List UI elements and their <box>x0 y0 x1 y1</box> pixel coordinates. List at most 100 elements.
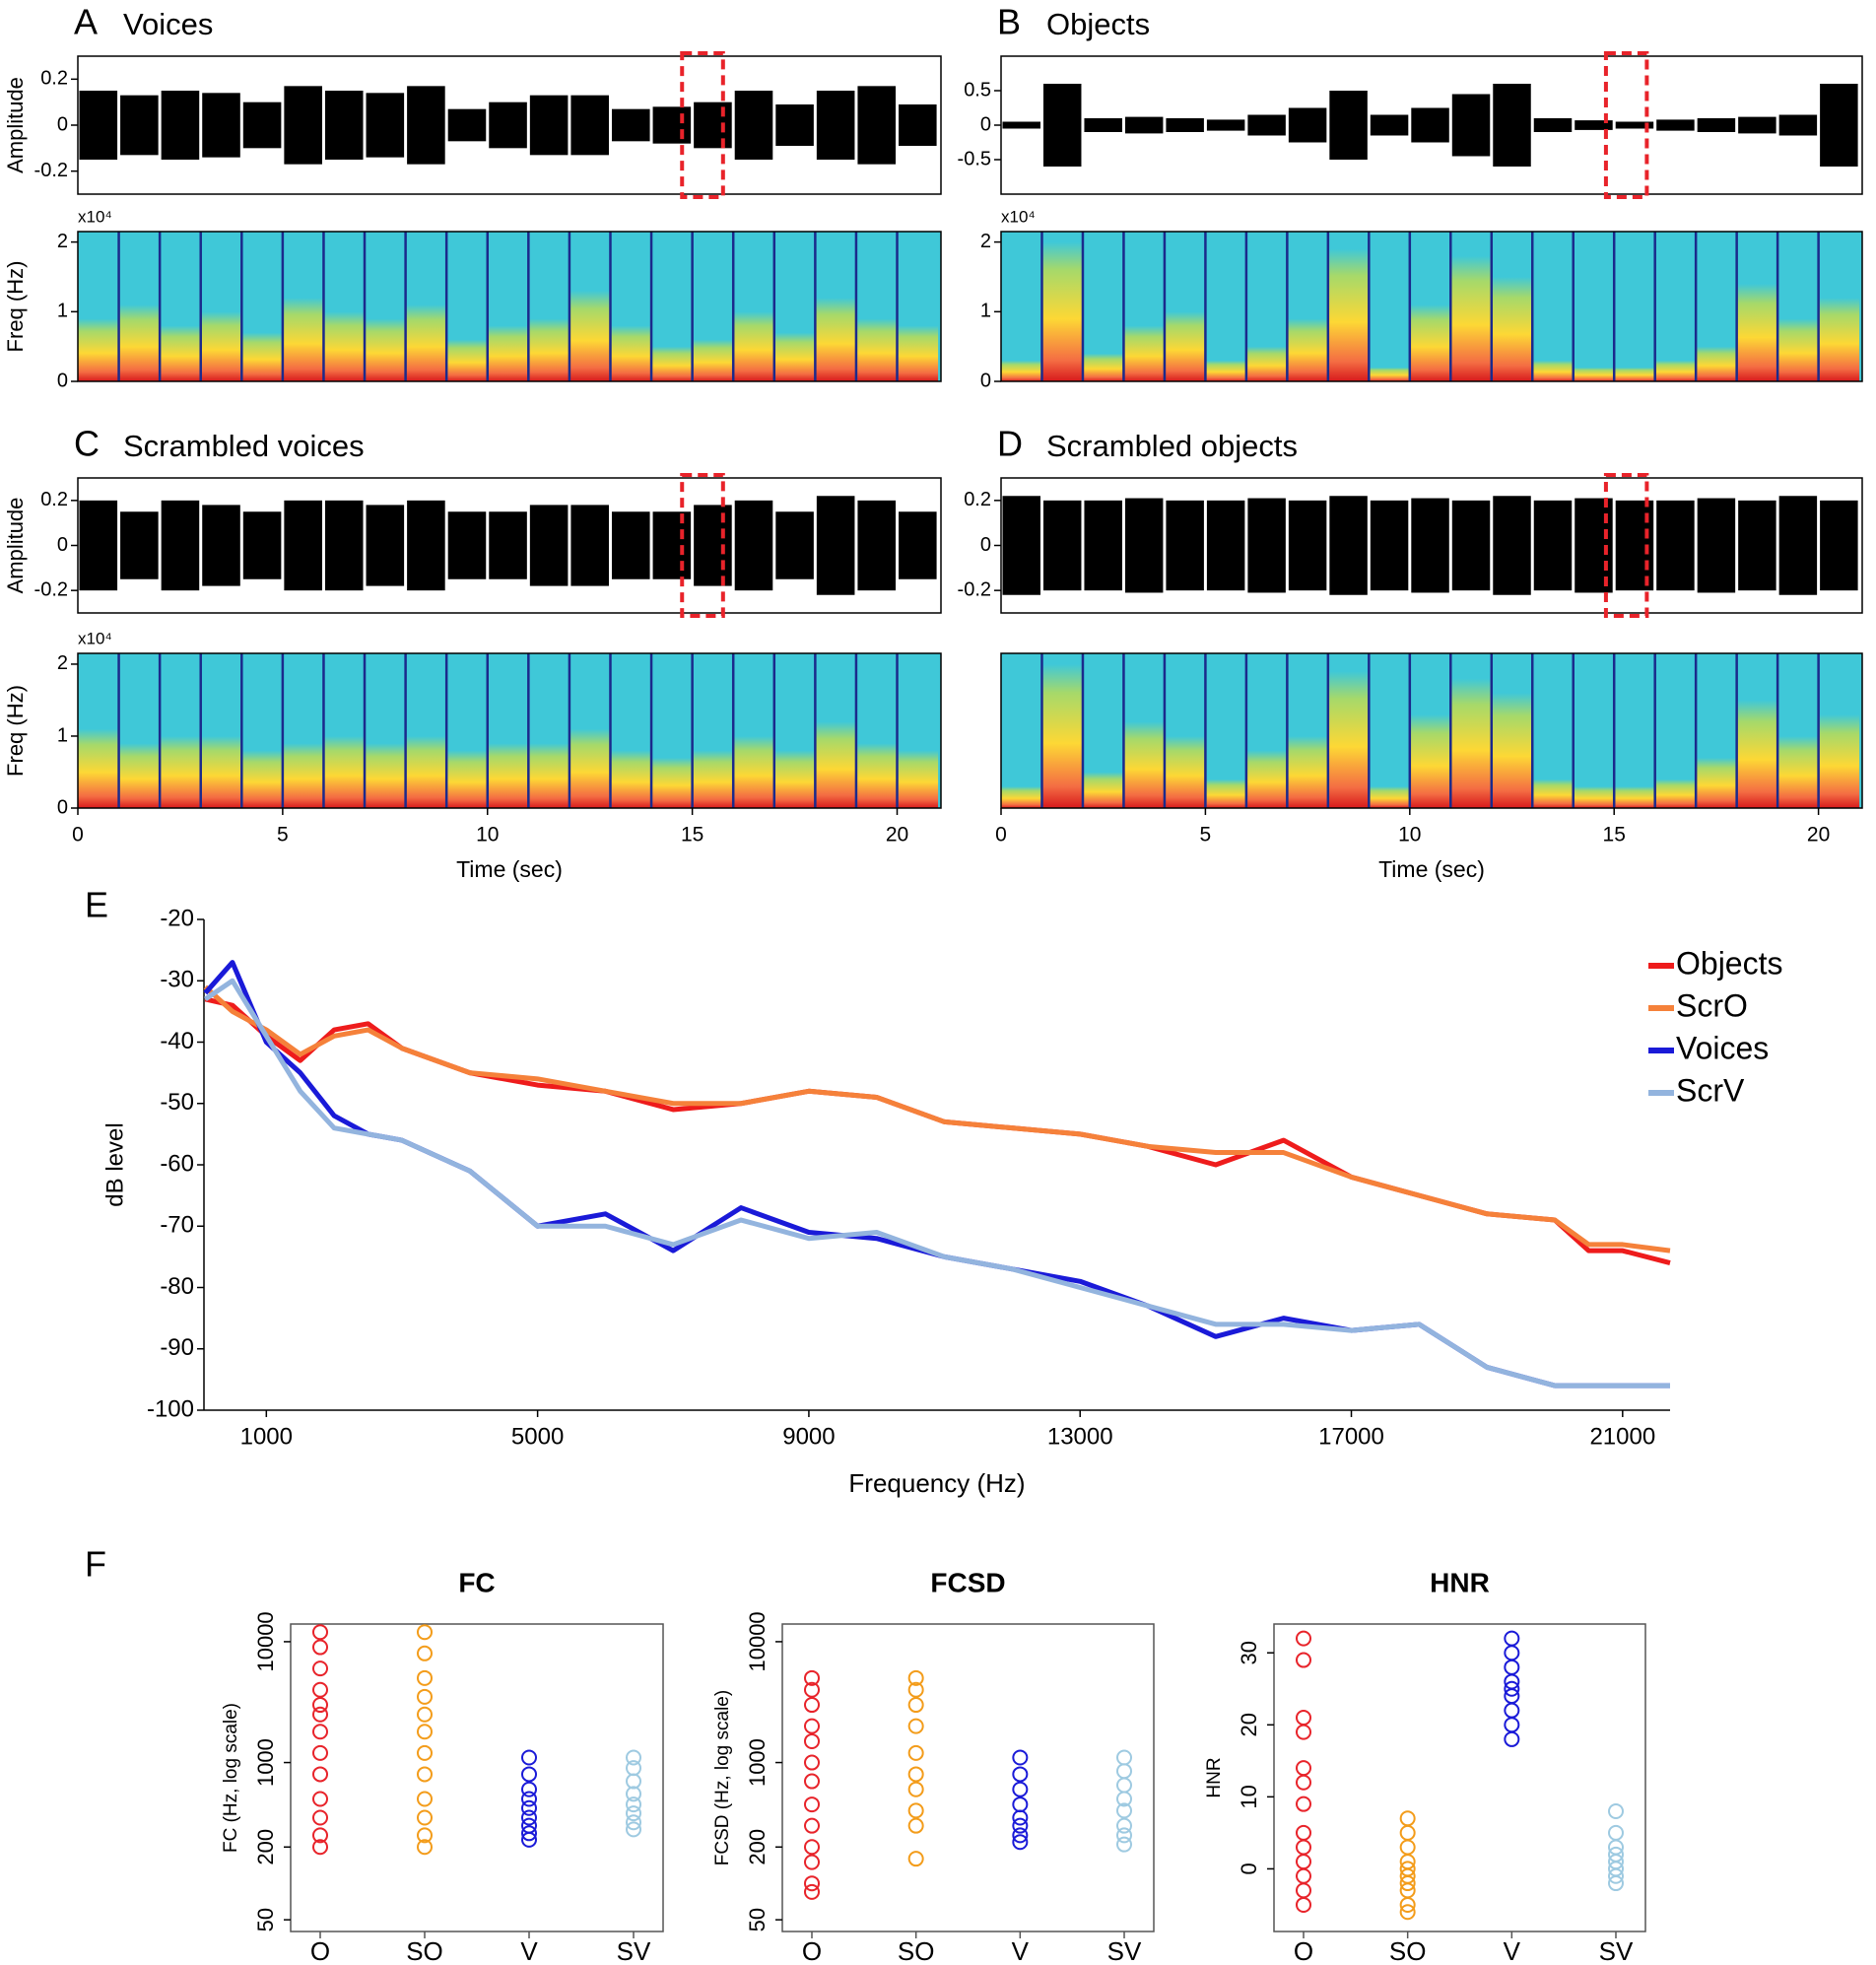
panel-title: Scrambled objects <box>1046 429 1298 463</box>
data-point <box>1296 1882 1311 1899</box>
waveform-segment <box>242 511 282 579</box>
data-point <box>521 1825 537 1842</box>
data-point <box>804 1681 820 1698</box>
data-point <box>417 1809 433 1826</box>
waveform-segment <box>366 505 405 586</box>
waveform-segment <box>284 86 322 165</box>
highlight-box <box>1603 473 1649 618</box>
y-tick-label: -100 <box>147 1395 194 1422</box>
data-point <box>626 1814 641 1831</box>
data-point <box>1399 1875 1416 1892</box>
waveform-segment <box>1288 500 1327 591</box>
waveform-segment <box>79 500 118 591</box>
panel-title: Voices <box>123 7 213 41</box>
data-point <box>907 1681 924 1698</box>
data-point <box>1012 1796 1029 1813</box>
y-tick-label: -80 <box>160 1273 194 1300</box>
data-point <box>804 1754 820 1771</box>
data-point <box>1296 1724 1311 1740</box>
x-axis-label: Time (sec) <box>456 856 563 882</box>
data-point <box>626 1805 641 1822</box>
spectrogram-band <box>1001 786 1042 808</box>
x-tick-label: SV <box>617 1936 651 1965</box>
waveform-segment <box>1084 118 1122 132</box>
spectrogram-band <box>1573 786 1615 808</box>
spectrogram-band <box>1245 346 1288 381</box>
highlight-box <box>680 473 725 618</box>
data-point <box>1116 1802 1132 1819</box>
waveform-segment <box>1697 498 1736 593</box>
data-point <box>521 1766 537 1783</box>
spectrogram-band <box>1818 714 1860 808</box>
y-tick-label: 1 <box>57 301 68 322</box>
spectrogram-band <box>569 728 611 808</box>
data-point <box>417 1839 433 1856</box>
spectrogram-band <box>446 339 488 381</box>
waveform-segment <box>775 104 814 146</box>
waveform-segment <box>1778 114 1818 136</box>
y-axis-label: FCSD (Hz, log scale) <box>712 1690 733 1865</box>
x-tick-label: 20 <box>1807 824 1830 847</box>
y-tick-label: 2 <box>57 652 68 674</box>
data-point <box>804 1875 820 1892</box>
data-point <box>1608 1867 1624 1884</box>
x-tick-label: 17000 <box>1318 1423 1384 1450</box>
data-point <box>1608 1875 1624 1892</box>
spectrogram-band <box>405 305 447 381</box>
y-axis-label: FC (Hz, log scale) <box>221 1703 241 1853</box>
legend-label: Voices <box>1676 1030 1769 1065</box>
y-tick-label: 2 <box>57 231 68 252</box>
data-point <box>907 1744 924 1761</box>
spectrogram-band <box>365 318 406 381</box>
y-tick-label: 0 <box>57 113 68 135</box>
data-point <box>1504 1659 1520 1675</box>
data-point <box>521 1799 537 1816</box>
series-line <box>204 996 1671 1266</box>
spectrogram-band <box>487 325 529 381</box>
data-point <box>1399 1824 1416 1841</box>
spectrogram-band <box>897 750 939 808</box>
waveform-segment <box>1411 498 1449 593</box>
data-point <box>907 1851 924 1867</box>
spectrogram-band <box>733 735 774 808</box>
data-point <box>1399 1896 1416 1913</box>
y-tick-label: 0.5 <box>964 79 991 101</box>
legend-label: ScrO <box>1676 987 1748 1023</box>
y-tick-label: -0.5 <box>958 148 991 169</box>
spectrogram-band <box>1245 750 1288 808</box>
y-tick-label: 0.2 <box>964 489 991 510</box>
waveform-segment <box>1124 498 1164 593</box>
waveform-segment <box>1615 121 1654 129</box>
spectrogram-band <box>1205 360 1246 381</box>
data-point <box>804 1796 820 1813</box>
y-tick-label: 2 <box>980 231 991 252</box>
data-point <box>521 1791 537 1807</box>
data-point <box>521 1781 537 1797</box>
waveform-segment <box>1574 120 1613 130</box>
data-point <box>1296 1709 1311 1726</box>
data-point <box>907 1718 924 1734</box>
x-tick-label: V <box>1504 1936 1521 1965</box>
data-point <box>521 1749 537 1766</box>
data-point <box>1296 1824 1311 1841</box>
data-point <box>907 1669 924 1686</box>
waveform-segment <box>1247 498 1286 593</box>
spectrogram-band <box>160 325 201 381</box>
waveform-segment <box>816 496 855 595</box>
y-tick-label: -70 <box>160 1212 194 1239</box>
y-axis-label: Amplitude <box>3 498 28 594</box>
waveform-segment <box>1820 500 1858 591</box>
spectrogram-band <box>78 728 119 808</box>
data-point <box>417 1724 433 1740</box>
waveform-segment <box>366 93 405 158</box>
data-point <box>1296 1760 1311 1777</box>
y-tick-label: -60 <box>160 1150 194 1177</box>
highlight-box <box>1603 51 1649 199</box>
spectrogram-band <box>1696 346 1737 381</box>
spectrogram-band <box>323 735 366 808</box>
waveform-segment <box>79 91 118 160</box>
y-axis-label: Freq (Hz) <box>3 261 28 353</box>
panel-letter: A <box>74 2 98 42</box>
spectrogram-band <box>733 311 774 381</box>
data-point <box>521 1831 537 1848</box>
